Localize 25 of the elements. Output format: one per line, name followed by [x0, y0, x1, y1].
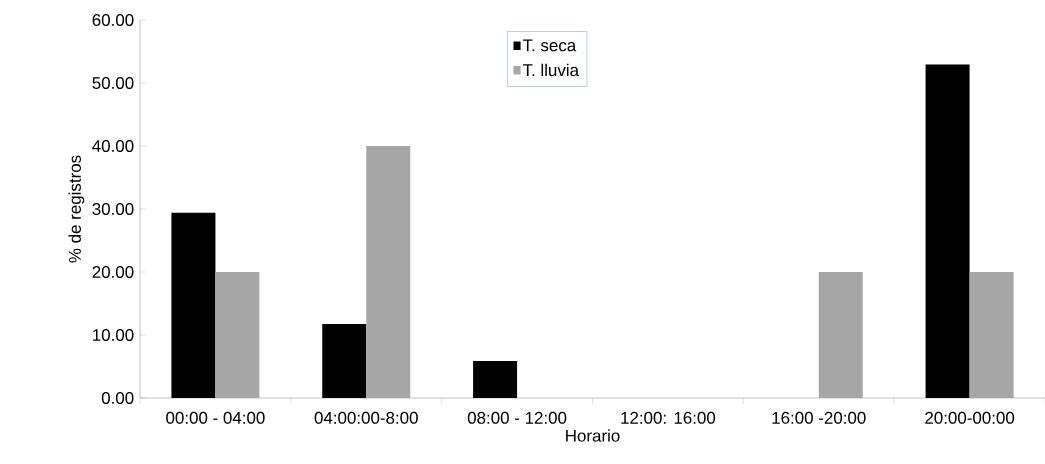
y-tick-label: 0.00 — [101, 392, 134, 404]
bar — [969, 272, 1014, 398]
bar — [171, 212, 216, 398]
bar — [366, 146, 411, 398]
x-tick-label: 20:00-00:00 — [925, 411, 1015, 424]
bar — [473, 360, 518, 398]
legend-label: T. lluvia — [522, 63, 580, 77]
bar — [322, 323, 367, 398]
y-axis-title: % de registros — [68, 155, 85, 263]
y-tick-label: 60.00 — [92, 14, 134, 26]
bar — [215, 272, 260, 398]
y-tick-label: 20.00 — [92, 266, 134, 278]
x-tick-label: 12:00: 16:00 — [621, 411, 716, 424]
bar — [925, 64, 970, 398]
y-tick-label: 10.00 — [93, 329, 134, 341]
x-axis-title: Horario — [566, 429, 620, 442]
x-tick-label: 08:00 - 12:00 — [467, 411, 567, 424]
x-tick-label: 00:00 - 04:00 — [166, 411, 265, 424]
legend-label: T. seca — [522, 39, 577, 52]
x-tick-label: 16:00 -20:00 — [772, 411, 866, 424]
y-tick-label: 30.00 — [92, 203, 134, 215]
y-tick-label: 50.00 — [92, 77, 134, 89]
bar — [818, 272, 863, 398]
x-tick-label: 04:00:00-8:00 — [314, 411, 418, 424]
y-tick-label: 40.00 — [92, 140, 134, 152]
